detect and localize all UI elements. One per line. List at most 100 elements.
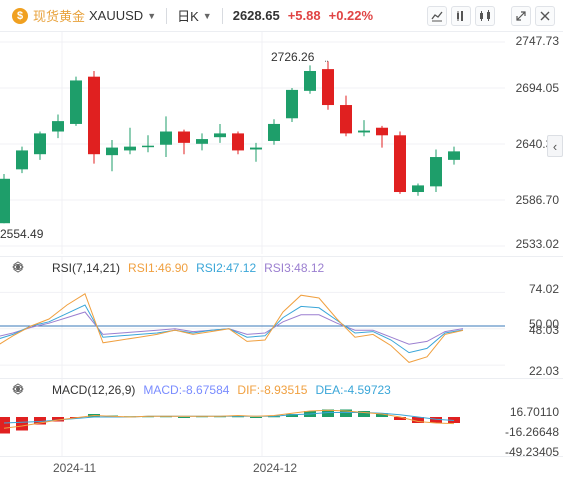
toolbar-divider bbox=[221, 7, 223, 24]
close-button[interactable] bbox=[535, 6, 555, 26]
candle-body bbox=[448, 151, 460, 160]
macd-histogram-bar bbox=[34, 417, 46, 425]
candle-body bbox=[322, 69, 334, 106]
indicator-settings-button[interactable] bbox=[13, 383, 46, 397]
macd-histogram-bar bbox=[394, 417, 406, 420]
price-axis-tick: 2694.05 bbox=[515, 81, 559, 95]
toolbar-divider bbox=[166, 7, 168, 24]
price-axis-tick: 2533.02 bbox=[515, 237, 559, 251]
macd-name: MACD(12,26,9) bbox=[52, 383, 136, 397]
rsi-axis-tick: 22.03 bbox=[528, 364, 559, 378]
symbol-selector[interactable]: $ 现货黄金 XAUUSD ▼ bbox=[12, 6, 166, 25]
macd-histogram-bar bbox=[0, 417, 10, 434]
macd-axis-tick: -16.26648 bbox=[504, 425, 559, 439]
rsi1-value: RSI1:46.90 bbox=[128, 261, 189, 275]
candle-body bbox=[106, 147, 118, 156]
indicator-button[interactable] bbox=[451, 6, 471, 26]
macd-histogram-bar bbox=[358, 411, 370, 417]
last-price: 2628.65 bbox=[232, 8, 280, 23]
candle-body bbox=[358, 130, 370, 133]
candle-body bbox=[160, 131, 172, 145]
hide-indicator-button[interactable] bbox=[12, 383, 26, 397]
rsi1-line bbox=[0, 293, 464, 363]
chevron-down-icon: ▼ bbox=[202, 10, 212, 21]
rsi2-value: RSI2:47.12 bbox=[196, 261, 257, 275]
macd-value: MACD:-8.67584 bbox=[143, 383, 230, 397]
candle-body bbox=[16, 150, 28, 170]
candle-body bbox=[142, 145, 154, 148]
indicator-settings-button[interactable] bbox=[13, 261, 46, 275]
macd-histogram-bar bbox=[16, 417, 28, 431]
macd-histogram-bar bbox=[52, 417, 64, 422]
fullscreen-icon bbox=[516, 11, 526, 21]
toolbar-actions bbox=[427, 6, 555, 26]
chart-type-button[interactable] bbox=[427, 6, 447, 26]
macd-axis-tick: 16.70110 bbox=[509, 405, 559, 419]
interval-selector[interactable]: 日K ▼ bbox=[177, 6, 212, 25]
time-axis: 2024-11 2024-12 bbox=[0, 456, 563, 480]
candle-body bbox=[214, 133, 226, 138]
macd-chart bbox=[0, 379, 460, 457]
macd-pane[interactable]: MACD(12,26,9) MACD:-8.67584 DIF:-8.93515… bbox=[0, 378, 563, 459]
candle-body bbox=[124, 146, 136, 151]
dif-value: DIF:-8.93515 bbox=[237, 383, 308, 397]
rsi-axis-tick: 50.00 bbox=[528, 317, 559, 331]
candle-body bbox=[286, 89, 298, 119]
indicator-icon bbox=[457, 11, 463, 21]
rsi3-value: RSI3:48.12 bbox=[264, 261, 325, 275]
macd-histogram-bar bbox=[376, 413, 388, 417]
hide-indicator-button[interactable] bbox=[12, 261, 26, 275]
eye-icon bbox=[12, 264, 24, 270]
macd-histogram-bar bbox=[250, 417, 262, 418]
candle-body bbox=[376, 127, 388, 136]
high-annotation: 2726.26 bbox=[271, 50, 315, 64]
rsi-name: RSI(7,14,21) bbox=[52, 261, 121, 275]
price-pane[interactable]: 2747.73 2694.05 2640.38 2586.70 2533.02 … bbox=[0, 32, 563, 254]
macd-histogram-bar bbox=[178, 417, 190, 418]
price-axis-tick: 2586.70 bbox=[515, 193, 559, 207]
rsi-header: RSI(7,14,21) RSI1:46.90 RSI2:47.12 RSI3:… bbox=[12, 261, 332, 275]
gold-coin-icon: $ bbox=[12, 7, 28, 24]
chevron-left-icon: ‹ bbox=[552, 138, 558, 154]
candle-body bbox=[34, 133, 46, 155]
collapse-panel-button[interactable]: ‹ bbox=[547, 135, 563, 157]
candle-body bbox=[304, 70, 316, 91]
compare-button[interactable] bbox=[475, 6, 495, 26]
gear-icon bbox=[13, 261, 23, 273]
dif-line bbox=[3, 409, 455, 429]
rsi-axis-tick: 48.03 bbox=[528, 323, 559, 337]
candle-body bbox=[340, 105, 352, 134]
candle-body bbox=[0, 178, 10, 224]
fullscreen-button[interactable] bbox=[511, 6, 531, 26]
low-annotation: 2554.49 bbox=[0, 227, 44, 241]
macd-header: MACD(12,26,9) MACD:-8.67584 DIF:-8.93515… bbox=[12, 383, 399, 397]
rsi3-line bbox=[0, 311, 464, 345]
close-icon bbox=[540, 11, 550, 21]
macd-histogram-bar bbox=[340, 409, 352, 417]
candle-body bbox=[430, 157, 442, 187]
candle-body bbox=[196, 139, 208, 144]
chart-type-icon bbox=[431, 11, 443, 22]
candle-body bbox=[412, 185, 424, 193]
symbol-name: 现货黄金 bbox=[33, 9, 86, 24]
price-axis-tick: 2747.73 bbox=[515, 34, 559, 48]
macd-histogram-bar bbox=[286, 414, 298, 417]
time-axis-tick: 2024-12 bbox=[253, 461, 298, 475]
rsi-pane[interactable]: RSI(7,14,21) RSI1:46.90 RSI2:47.12 RSI3:… bbox=[0, 256, 563, 379]
chevron-down-icon: ▼ bbox=[147, 10, 157, 21]
eye-icon bbox=[12, 386, 24, 392]
macd-histogram-bar bbox=[430, 417, 442, 423]
rsi-axis-tick: 74.02 bbox=[528, 282, 559, 296]
candle-body bbox=[250, 147, 262, 150]
macd-histogram-bar bbox=[412, 417, 424, 423]
candle-body bbox=[52, 121, 64, 132]
rsi-chart bbox=[0, 257, 505, 379]
candle-body bbox=[268, 123, 280, 141]
macd-axis-tick: -49.23405 bbox=[504, 445, 559, 459]
symbol-code: XAUUSD bbox=[89, 8, 144, 23]
gear-icon bbox=[13, 383, 23, 395]
candle-body bbox=[232, 133, 244, 151]
candle-body bbox=[178, 131, 190, 143]
candle-body bbox=[394, 135, 406, 193]
macd-histogram-bar bbox=[322, 409, 334, 417]
